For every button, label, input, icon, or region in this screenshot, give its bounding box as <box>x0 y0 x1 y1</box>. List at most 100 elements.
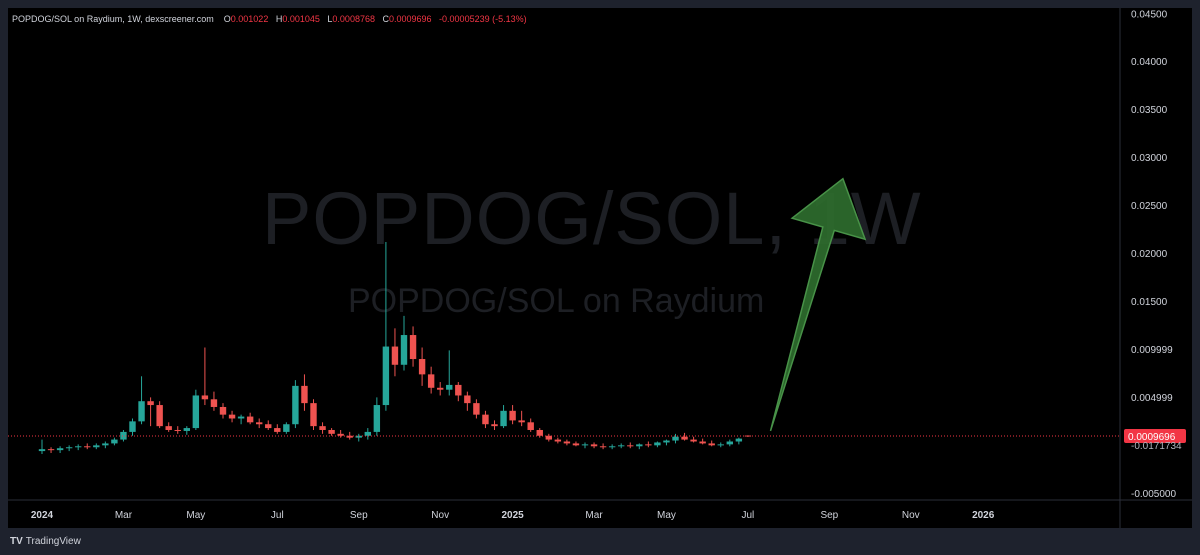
candle-body <box>156 405 163 427</box>
y-tick-label: -0.005000 <box>1131 489 1176 500</box>
chart-frame[interactable] <box>8 8 1192 528</box>
candle-body <box>246 416 254 423</box>
candle-body <box>400 335 408 365</box>
candle-body <box>645 444 652 446</box>
arrow-annotation <box>769 177 867 432</box>
candle-body <box>228 414 236 419</box>
candle-body <box>409 335 417 360</box>
candle-body <box>265 424 272 429</box>
candle-body <box>491 424 498 427</box>
candle-body <box>690 439 697 442</box>
countdown-label: -0.0171734 <box>1131 441 1182 452</box>
candle-body <box>138 401 145 422</box>
candle-body <box>346 435 353 438</box>
candle-body <box>174 429 181 431</box>
candle-body <box>129 421 136 432</box>
candle-body <box>210 399 218 407</box>
candle-body <box>292 385 299 425</box>
candle-body <box>554 439 562 442</box>
candle-body <box>364 431 371 436</box>
open-value: 0.001022 <box>230 14 269 24</box>
candle-body <box>147 401 154 406</box>
candle-body <box>464 395 471 404</box>
candle-body <box>192 395 200 429</box>
candle-body <box>618 445 625 447</box>
x-tick-label: Nov <box>902 510 920 521</box>
close-label: C <box>382 14 389 24</box>
candle-body <box>56 448 64 451</box>
change-value: -0.00005239 (-5.13%) <box>439 14 527 24</box>
candle-body <box>599 446 607 448</box>
close-value: 0.0009696 <box>388 14 432 24</box>
candle-body <box>183 428 190 431</box>
x-tick-label: 2026 <box>972 510 995 521</box>
candle-body <box>84 446 91 448</box>
candle-body <box>355 435 362 438</box>
y-tick-label: 0.04000 <box>1131 57 1168 68</box>
candle-body <box>572 443 580 446</box>
candle-body <box>111 439 118 444</box>
candle-body <box>75 446 82 448</box>
candle-body <box>726 441 733 445</box>
tradingview-logo[interactable]: TV TradingView <box>10 536 81 547</box>
candle-body <box>237 416 245 419</box>
candle-body <box>581 444 589 446</box>
candle-body <box>65 447 73 449</box>
candle-body <box>482 414 489 425</box>
candle-body <box>500 410 507 427</box>
candle-body <box>201 395 209 400</box>
axes: 0.04500 0.04000 0.03500 0.03000 0.02500 0.020… <box>8 8 1192 528</box>
candles <box>38 242 752 454</box>
candle-body <box>708 443 715 446</box>
y-tick-label: 0.009999 <box>1131 345 1173 356</box>
candle-body <box>672 436 679 441</box>
candle-body <box>47 449 55 451</box>
candle-body <box>536 429 543 436</box>
candle-body <box>717 444 724 446</box>
y-tick-label: 0.03500 <box>1131 105 1168 116</box>
candle-body <box>301 385 308 404</box>
candle-body <box>437 387 444 390</box>
candle-body <box>427 374 435 388</box>
candle-body <box>120 431 127 440</box>
candle-body <box>627 445 634 447</box>
low-label: L <box>327 14 333 24</box>
candle-body <box>518 420 525 423</box>
candle-body <box>563 441 571 444</box>
x-tick-label: May <box>186 510 205 521</box>
candle-body <box>102 443 109 446</box>
candle-body <box>337 433 344 436</box>
last-price-tag <box>1124 429 1186 444</box>
x-tick-label: 2025 <box>501 510 524 521</box>
candle-body <box>681 436 688 440</box>
high-value: 0.001045 <box>282 14 320 24</box>
candle-body <box>590 444 598 447</box>
candle-body <box>219 406 227 415</box>
open-label: O <box>223 14 231 24</box>
watermark-exchange: POPDOG/SOL on Raydium <box>348 282 765 320</box>
y-tick-label: 0.01500 <box>1131 297 1168 308</box>
x-tick-label: Mar <box>585 510 603 521</box>
x-tick-label: May <box>657 510 676 521</box>
x-tick-label: Mar <box>115 510 133 521</box>
candle-body <box>256 422 263 425</box>
candle-body <box>373 405 381 432</box>
last-price-label: 0.0009696 <box>1128 432 1176 443</box>
y-tick-label: 0.02000 <box>1131 249 1168 260</box>
x-tick-label: Nov <box>431 510 449 521</box>
tradingview-icon: TV <box>10 536 23 547</box>
candle-body <box>509 410 516 421</box>
candle-body <box>310 403 317 427</box>
x-tick-label: Jul <box>271 510 284 521</box>
y-tick-label: 0.04500 <box>1131 9 1168 20</box>
candle-body <box>93 445 100 448</box>
x-tick-label: 2024 <box>31 510 54 521</box>
candle-body <box>545 435 552 440</box>
y-tick-label: 0.004999 <box>1131 393 1173 404</box>
candle-body <box>608 446 616 448</box>
ohlc-legend: POPDOG/SOL on Raydium, 1W, dexscreener.c… <box>12 14 532 24</box>
low-value: 0.0008768 <box>332 14 375 24</box>
y-tick-label: 0.02500 <box>1131 201 1168 212</box>
candle-body <box>636 444 643 447</box>
